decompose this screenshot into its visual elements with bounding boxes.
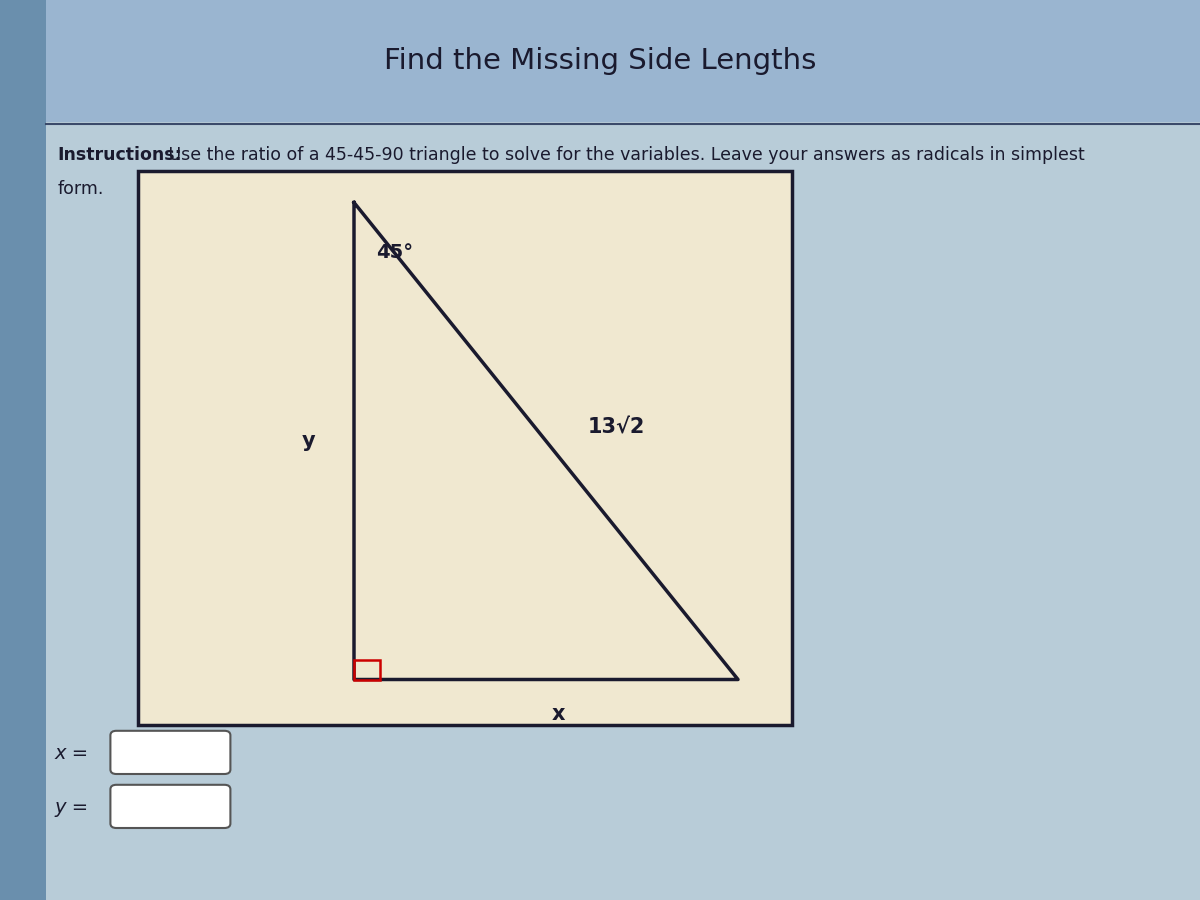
Text: 13√2: 13√2 <box>588 418 646 437</box>
Text: form.: form. <box>58 180 104 198</box>
Text: x =: x = <box>54 743 88 763</box>
Text: Instructions:: Instructions: <box>58 146 182 164</box>
FancyBboxPatch shape <box>110 785 230 828</box>
Bar <box>0 0 46 900</box>
Text: x: x <box>551 704 565 724</box>
Bar <box>46 0 1200 122</box>
Text: Use the ratio of a 45-45-90 triangle to solve for the variables. Leave your answ: Use the ratio of a 45-45-90 triangle to … <box>163 146 1085 164</box>
Text: y =: y = <box>54 797 88 817</box>
Text: 45°: 45° <box>376 243 413 262</box>
Bar <box>354 660 380 680</box>
Text: y: y <box>301 431 316 451</box>
FancyBboxPatch shape <box>110 731 230 774</box>
Text: Find the Missing Side Lengths: Find the Missing Side Lengths <box>384 47 816 76</box>
Bar <box>138 171 792 724</box>
